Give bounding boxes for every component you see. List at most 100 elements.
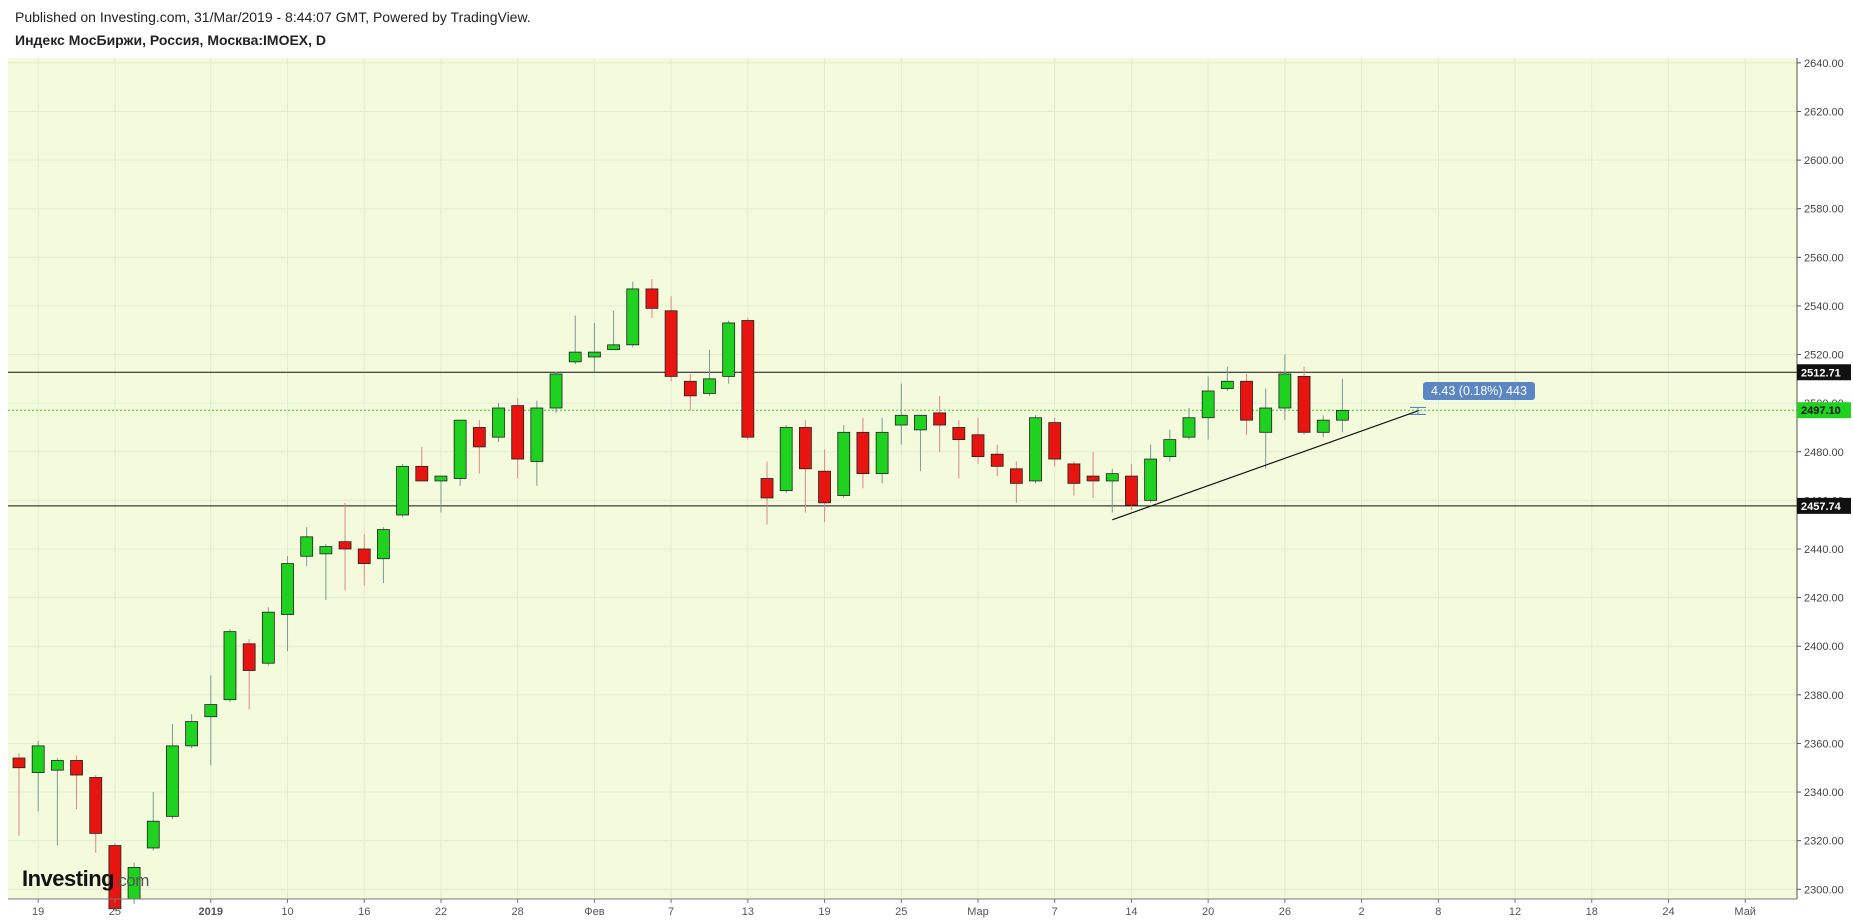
candle — [722, 320, 736, 384]
candle-body — [626, 288, 640, 346]
candle-body — [453, 419, 467, 479]
price-tag-label: 2497.10 — [1801, 405, 1841, 417]
y-tick-label: 2420.00 — [1804, 593, 1844, 605]
candle-body — [1009, 468, 1023, 484]
candle — [741, 318, 755, 440]
candle — [396, 463, 410, 518]
measure-icon[interactable] — [1409, 406, 1426, 416]
candle — [415, 446, 429, 482]
x-tick-label: 10 — [281, 906, 293, 918]
candle — [492, 403, 505, 443]
candle — [1240, 373, 1253, 435]
candle — [933, 395, 947, 452]
candle — [50, 758, 64, 846]
candle — [798, 420, 812, 513]
candle — [31, 741, 45, 812]
candle — [261, 607, 275, 666]
candle — [837, 425, 851, 498]
candle — [1067, 461, 1081, 496]
candle — [1125, 463, 1138, 511]
x-tick-label: 25 — [895, 906, 907, 918]
x-tick-label: 16 — [358, 906, 370, 918]
x-tick-label: 7 — [1052, 906, 1058, 918]
candle — [300, 527, 314, 567]
y-tick-label: 2560.00 — [1804, 252, 1844, 264]
y-tick-label: 2520.00 — [1804, 350, 1844, 362]
y-tick-label: 2340.00 — [1804, 787, 1844, 799]
y-tick-label: 2540.00 — [1804, 301, 1844, 313]
candle-body — [50, 760, 64, 771]
logo-suffix: .com — [114, 871, 149, 890]
y-tick-label: 2620.00 — [1804, 106, 1844, 118]
candle — [530, 400, 544, 486]
candle — [683, 373, 697, 411]
y-tick-label: 2580.00 — [1804, 204, 1844, 216]
candle-body — [741, 320, 755, 438]
x-tick-label: 14 — [1125, 906, 1137, 918]
candle-body — [146, 820, 160, 849]
candle — [242, 638, 256, 710]
candle-body — [990, 453, 1004, 467]
candle-body — [1220, 380, 1234, 389]
candle — [856, 417, 870, 489]
candle — [818, 449, 831, 523]
investing-logo: Investing.com — [22, 866, 149, 892]
candle — [319, 544, 333, 601]
candle — [453, 419, 467, 486]
candle-body — [779, 427, 793, 492]
x-tick-label: 2019 — [199, 906, 223, 918]
candle-body — [1278, 373, 1292, 409]
candle-body — [511, 405, 525, 460]
candle-body — [588, 351, 601, 358]
candle-body — [166, 745, 179, 817]
candle — [971, 417, 985, 464]
candle-body — [798, 427, 812, 470]
candle — [338, 502, 352, 591]
x-tick-label: Фев — [584, 906, 604, 918]
price-tag-label: 2512.71 — [1801, 367, 1841, 379]
x-tick-label: Мар — [967, 906, 989, 918]
candle-body — [108, 845, 122, 910]
y-tick-label: 2360.00 — [1804, 738, 1844, 750]
candle — [12, 753, 26, 836]
candle — [434, 475, 448, 513]
candle — [1009, 461, 1023, 503]
candle-body — [568, 351, 582, 363]
candle-body — [1240, 380, 1253, 421]
logo-main: Investing — [22, 866, 115, 891]
x-tick-label: 26 — [1279, 906, 1291, 918]
candle-body — [12, 757, 26, 769]
candle-body — [837, 431, 851, 496]
candle-body — [281, 563, 294, 616]
candle — [549, 371, 563, 413]
candle-body — [645, 288, 659, 309]
candle-body — [492, 407, 505, 438]
candle-body — [1201, 390, 1215, 419]
x-tick-label: 2 — [1359, 906, 1365, 918]
candle-body — [818, 470, 831, 504]
trendline[interactable] — [1112, 409, 1420, 521]
candle-body — [664, 310, 678, 377]
x-tick-label: 28 — [512, 906, 524, 918]
grid-lines — [8, 58, 1797, 899]
x-axis: 19 25 2019 10 16 22 28 Фев 7 13 19 25 Мар 7 14 20 26 2 8 12… — [8, 898, 1797, 918]
candle-body — [1029, 417, 1042, 482]
x-tick-label: 19 — [818, 906, 830, 918]
candle-body — [1125, 475, 1138, 506]
x-tick-label: 24 — [1662, 906, 1674, 918]
candle — [914, 414, 927, 472]
candle-body — [952, 427, 966, 441]
x-tick-label: 12 — [1509, 906, 1521, 918]
candle-body — [607, 344, 620, 351]
x-tick-label: 13 — [742, 906, 754, 918]
candle — [875, 417, 889, 484]
candle — [607, 310, 620, 351]
x-tick-label: 7 — [668, 906, 674, 918]
candle — [952, 420, 966, 479]
candle-body — [396, 465, 410, 516]
candle-body — [261, 611, 275, 664]
candle — [760, 461, 774, 525]
candle-body — [357, 548, 371, 564]
candles — [12, 279, 1349, 912]
